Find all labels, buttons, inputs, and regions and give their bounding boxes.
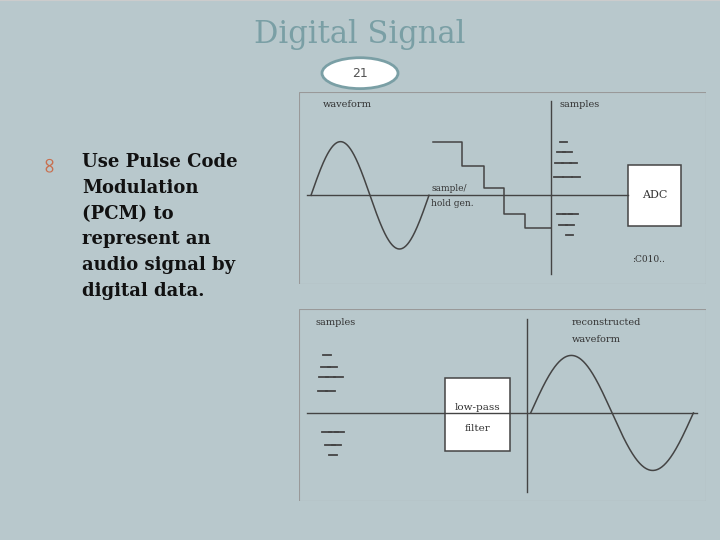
Text: reconstructed: reconstructed bbox=[572, 318, 641, 327]
Bar bbox=[445, 379, 510, 451]
Text: Use Pulse Code
Modulation
(PCM) to
represent an
audio signal by
digital data.: Use Pulse Code Modulation (PCM) to repre… bbox=[82, 153, 238, 300]
Text: samples: samples bbox=[315, 318, 356, 327]
Text: :C010..: :C010.. bbox=[632, 255, 665, 264]
Bar bbox=[629, 165, 681, 226]
Text: 21: 21 bbox=[352, 66, 368, 80]
Text: waveform: waveform bbox=[572, 335, 621, 345]
Text: samples: samples bbox=[559, 100, 600, 110]
Text: waveform: waveform bbox=[323, 100, 372, 110]
Text: hold gen.: hold gen. bbox=[431, 199, 474, 208]
Circle shape bbox=[322, 58, 398, 89]
Text: ∞: ∞ bbox=[38, 153, 58, 172]
Text: Digital Signal: Digital Signal bbox=[254, 19, 466, 51]
Text: sample/: sample/ bbox=[431, 184, 467, 193]
Text: ADC: ADC bbox=[642, 190, 667, 200]
Text: low-pass: low-pass bbox=[455, 403, 500, 411]
Text: filter: filter bbox=[465, 424, 490, 433]
